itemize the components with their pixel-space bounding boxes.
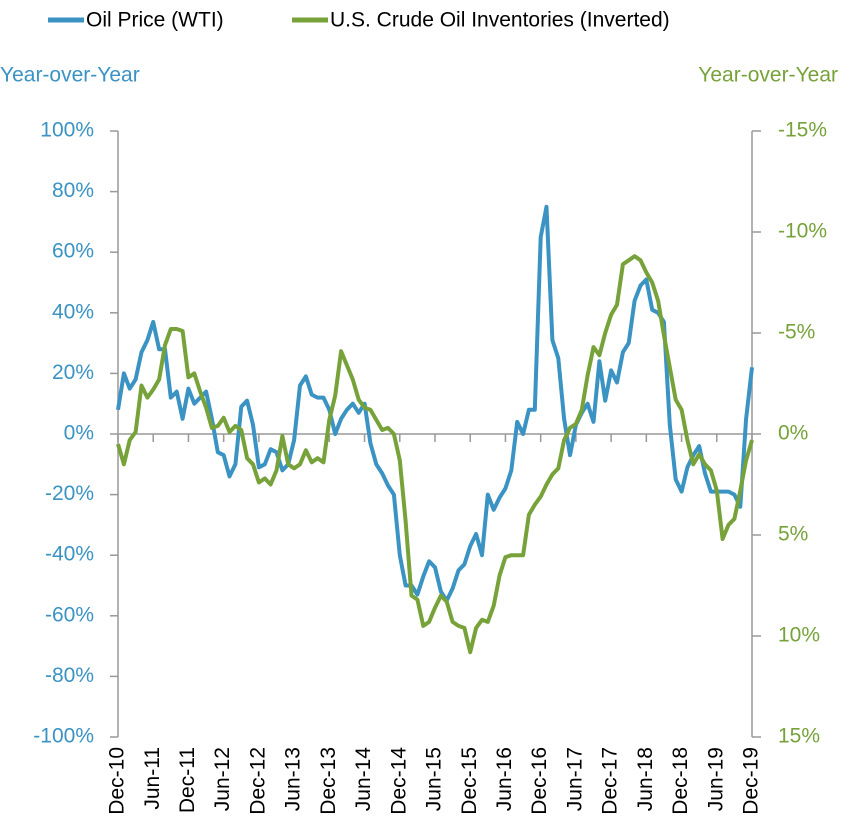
y2-axis-title: Year-over-Year bbox=[698, 64, 838, 87]
x-tick-label: Dec-17 bbox=[599, 747, 622, 815]
x-tick-label: Dec-11 bbox=[176, 747, 199, 813]
series-line bbox=[116, 254, 754, 655]
x-tick-label: Jun-13 bbox=[282, 747, 305, 811]
x-tick-label: Jun-18 bbox=[634, 747, 657, 811]
y2-tick-label: 15% bbox=[778, 725, 820, 748]
x-tick-label: Jun-11 bbox=[141, 747, 164, 810]
y-tick-label: -20% bbox=[45, 482, 94, 505]
x-tick-label: Jun-17 bbox=[563, 747, 586, 811]
y-tick-label: 60% bbox=[52, 240, 94, 263]
y-tick-label: 80% bbox=[52, 179, 94, 202]
y-tick-label: 100% bbox=[40, 119, 94, 142]
x-tick-label: Dec-18 bbox=[669, 747, 692, 815]
x-tick-label: Dec-16 bbox=[528, 747, 551, 815]
legend-label: Oil Price (WTI) bbox=[86, 9, 224, 32]
y2-tick-label: -15% bbox=[778, 119, 827, 142]
y-tick-label: -100% bbox=[33, 725, 94, 748]
y2-tick-label: -10% bbox=[778, 220, 827, 243]
y-axis-title: Year-over-Year bbox=[0, 64, 140, 87]
x-tick-label: Dec-14 bbox=[387, 747, 410, 815]
x-tick-label: Dec-13 bbox=[317, 747, 340, 815]
x-tick-label: Jun-12 bbox=[211, 747, 234, 811]
x-tick-label: Jun-19 bbox=[704, 747, 727, 811]
legend-label: U.S. Crude Oil Inventories (Inverted) bbox=[330, 9, 670, 32]
y-tick-label: -80% bbox=[45, 664, 94, 687]
y2-tick-label: 10% bbox=[778, 624, 820, 647]
y-tick-label: -60% bbox=[45, 603, 94, 626]
x-tick-label: Jun-16 bbox=[493, 747, 516, 811]
x-tick-label: Jun-15 bbox=[423, 747, 446, 811]
y-tick-label: 20% bbox=[52, 361, 94, 384]
y2-tick-label: 5% bbox=[778, 523, 808, 546]
y-tick-label: -40% bbox=[45, 543, 94, 566]
y-tick-label: 0% bbox=[64, 422, 94, 445]
y2-tick-label: -5% bbox=[778, 321, 815, 344]
y2-tick-label: 0% bbox=[778, 422, 808, 445]
series-line bbox=[116, 204, 754, 603]
y-tick-label: 40% bbox=[52, 300, 94, 323]
x-tick-label: Dec-15 bbox=[458, 747, 481, 815]
x-tick-label: Dec-10 bbox=[106, 747, 129, 815]
x-tick-label: Dec-19 bbox=[740, 747, 763, 815]
x-tick-label: Jun-14 bbox=[352, 747, 375, 812]
x-tick-label: Dec-12 bbox=[246, 747, 269, 815]
